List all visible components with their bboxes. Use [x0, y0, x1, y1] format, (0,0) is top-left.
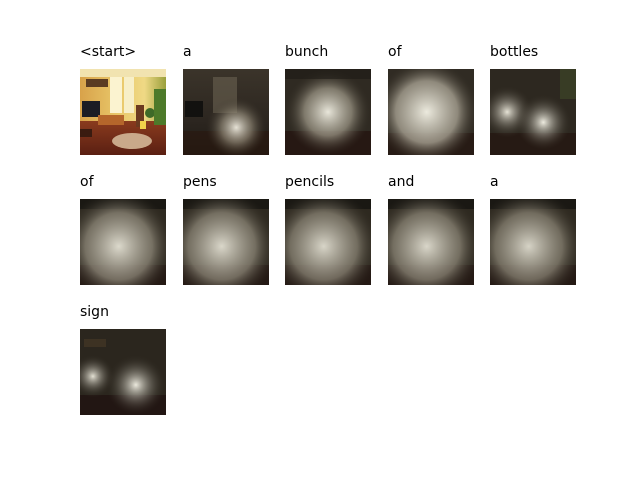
attention-map-image [490, 69, 576, 155]
panel-start: <start> [80, 42, 166, 155]
caption-word: and [388, 174, 415, 190]
panel-bottles: bottles [490, 42, 576, 155]
caption-word: sign [80, 304, 109, 320]
panel-pens: pens [183, 172, 269, 285]
caption-word: bottles [490, 44, 539, 60]
panel-bunch: bunch [285, 42, 371, 155]
panel-of-2: of [80, 172, 166, 285]
attention-map-image [388, 69, 474, 155]
caption-word: bunch [285, 44, 329, 60]
caption-word: a [490, 174, 499, 190]
panel-pencils: pencils [285, 172, 371, 285]
original-room-image [80, 69, 166, 155]
caption-word: <start> [80, 44, 137, 60]
caption-word: pencils [285, 174, 335, 190]
attention-map-image [183, 69, 269, 155]
attention-map-image [388, 199, 474, 285]
panel-sign: sign [80, 302, 166, 415]
attention-map-image [285, 199, 371, 285]
panel-a: a [183, 42, 269, 155]
attention-map-image [285, 69, 371, 155]
caption-word: of [80, 174, 94, 190]
attention-map-image [80, 199, 166, 285]
panel-and: and [388, 172, 474, 285]
panel-a-2: a [490, 172, 576, 285]
caption-word: pens [183, 174, 217, 190]
panel-of-1: of [388, 42, 474, 155]
attention-map-image [490, 199, 576, 285]
caption-word: of [388, 44, 402, 60]
caption-word: a [183, 44, 192, 60]
attention-map-image [80, 329, 166, 415]
attention-map-image [183, 199, 269, 285]
